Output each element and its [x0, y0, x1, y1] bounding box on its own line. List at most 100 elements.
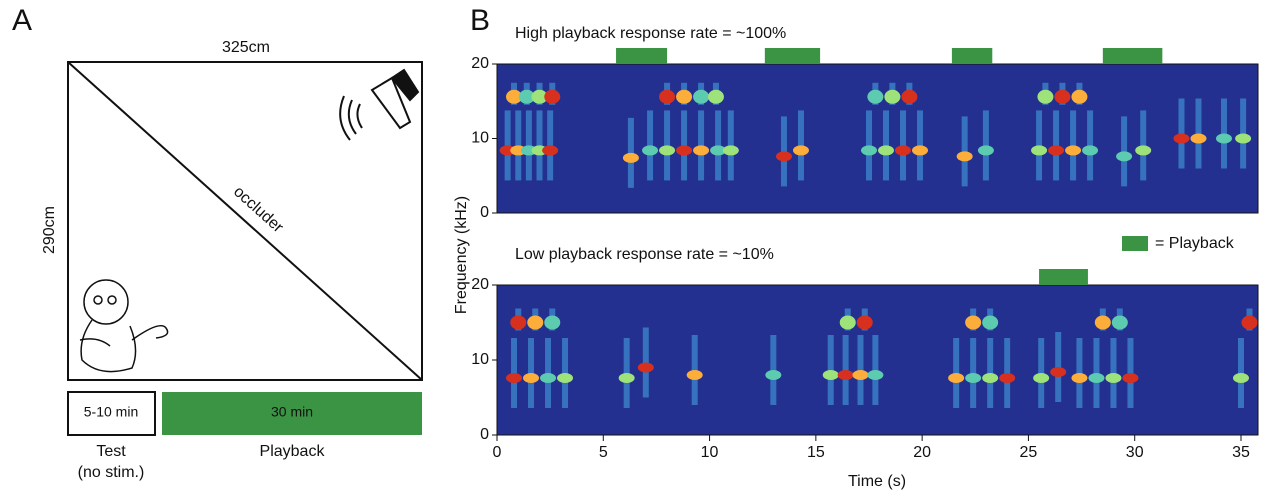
call-blob — [1031, 145, 1048, 156]
call-blob — [982, 373, 999, 383]
call-blob — [710, 145, 727, 156]
call-blob — [506, 373, 523, 383]
x-tick-label: 20 — [913, 444, 931, 461]
x-tick-label: 35 — [1232, 444, 1250, 461]
enclosure — [67, 61, 423, 381]
call-blob — [822, 370, 839, 380]
call-blob — [544, 89, 561, 104]
call-blob — [765, 370, 782, 380]
call-blob — [956, 151, 973, 162]
call-blob — [1173, 133, 1190, 144]
call-blob — [722, 145, 739, 156]
call-blob — [686, 370, 703, 380]
call-blob — [860, 145, 877, 156]
call-blob — [707, 89, 724, 104]
call-blob — [1082, 145, 1099, 156]
call-blob — [1054, 89, 1071, 104]
call-blob — [982, 315, 999, 330]
call-blob — [1235, 133, 1252, 144]
call-blob — [1190, 133, 1207, 144]
call-blob — [642, 145, 659, 156]
call-blob — [542, 145, 559, 156]
y-tick-label: 10 — [471, 351, 489, 368]
call-blob — [659, 89, 676, 104]
call-blob — [1065, 145, 1082, 156]
call-blob — [878, 145, 895, 156]
playback-bar — [951, 48, 993, 64]
plot-title: Low playback response rate = ~10% — [515, 246, 774, 263]
call-blob — [965, 315, 982, 330]
playback-bar — [764, 48, 821, 64]
call-blob — [1135, 145, 1152, 156]
call-blob — [1050, 367, 1067, 377]
call-blob — [1232, 373, 1249, 383]
call-blob — [1033, 373, 1050, 383]
monkey — [79, 279, 169, 373]
playback-caption: Playback — [260, 443, 326, 460]
x-tick-label: 15 — [807, 444, 825, 461]
call-blob — [856, 315, 873, 330]
call-blob — [527, 315, 544, 330]
playback-box-label: 30 min — [271, 404, 313, 420]
call-blob — [518, 89, 535, 104]
test-box-label: 5-10 min — [84, 404, 138, 420]
y-tick-label: 10 — [471, 130, 489, 147]
call-blob — [1088, 373, 1105, 383]
legend-label: = Playback — [1155, 235, 1235, 252]
call-blob — [1111, 315, 1128, 330]
x-tick-label: 0 — [493, 444, 502, 461]
call-blob — [792, 145, 809, 156]
call-blob — [506, 89, 523, 104]
call-blob — [839, 315, 856, 330]
call-blob — [1071, 89, 1088, 104]
y-tick-label: 20 — [471, 276, 489, 293]
y-tick-label: 0 — [480, 426, 489, 443]
call-blob — [618, 373, 635, 383]
occluder — [67, 61, 423, 381]
plot-title: High playback response rate = ~100% — [515, 25, 786, 42]
y-tick-label: 0 — [480, 204, 489, 221]
call-blob — [1071, 373, 1088, 383]
call-blob — [1116, 151, 1133, 162]
call-blob — [977, 145, 994, 156]
height-label: 290cm — [41, 206, 58, 254]
playback-bar — [1102, 48, 1163, 64]
call-blob — [1241, 315, 1258, 330]
call-blob — [775, 151, 792, 162]
call-blob — [852, 370, 869, 380]
y-axis-label: Frequency (kHz) — [453, 196, 470, 314]
test-caption: Test — [96, 443, 126, 460]
playback-bar — [1039, 269, 1088, 285]
x-tick-label: 30 — [1126, 444, 1144, 461]
call-blob — [523, 373, 540, 383]
call-blob — [1094, 315, 1111, 330]
occluder-label: occluder — [230, 183, 287, 237]
call-blob — [1037, 89, 1054, 104]
playback-bar — [616, 48, 668, 64]
call-blob — [637, 362, 654, 373]
call-blob — [867, 89, 884, 104]
call-blob — [912, 145, 929, 156]
test-caption: (no stim.) — [78, 464, 145, 481]
call-blob — [659, 145, 676, 156]
call-blob — [540, 373, 557, 383]
call-blob — [676, 145, 693, 156]
call-blob — [622, 152, 639, 163]
x-tick-label: 25 — [1020, 444, 1038, 461]
test-box — [67, 391, 156, 436]
x-axis-label: Time (s) — [848, 473, 906, 490]
call-blob — [1122, 373, 1139, 383]
call-blob — [884, 89, 901, 104]
call-blob — [1048, 145, 1065, 156]
call-blob — [1105, 373, 1122, 383]
speaker — [339, 68, 420, 141]
legend-swatch — [1122, 236, 1148, 251]
call-blob — [676, 89, 693, 104]
playback-box — [162, 392, 422, 435]
panel-label: A — [12, 4, 32, 37]
call-blob — [837, 370, 854, 380]
width-label: 325cm — [222, 39, 270, 56]
panel-label: B — [470, 4, 490, 37]
call-blob — [693, 145, 710, 156]
call-blob — [867, 370, 884, 380]
